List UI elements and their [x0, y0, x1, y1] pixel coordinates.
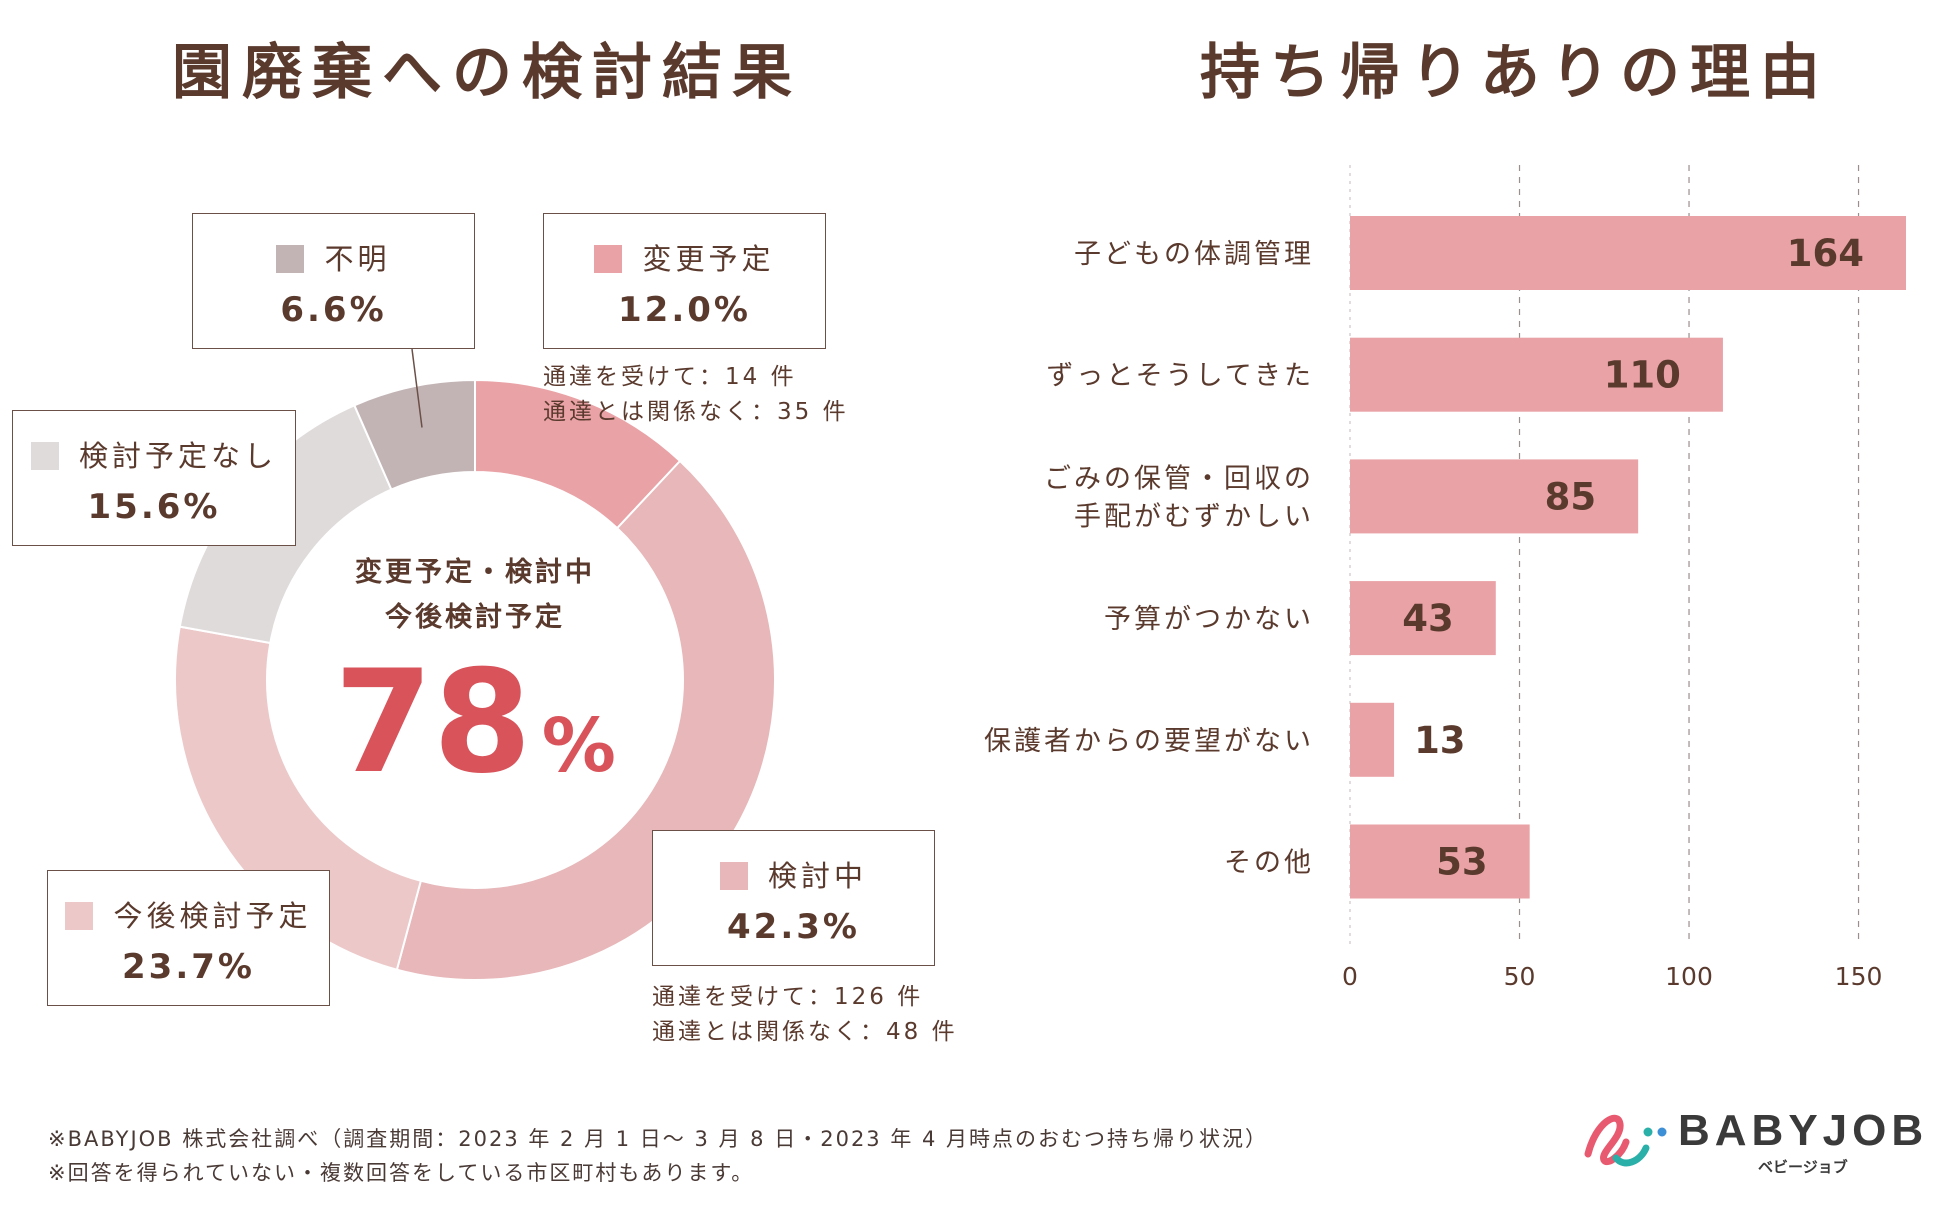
legend-swatch-future-review [65, 902, 94, 930]
legend-label-under-review: 検討中 [767, 859, 867, 893]
x-tick-label-50: 50 [1504, 962, 1536, 991]
legend-label-unknown: 不明 [324, 242, 391, 276]
legend-box-no-plan: 検討予定なし 15.6% [12, 410, 296, 546]
donut-center: 変更予定・検討中 今後検討予定 78% [325, 550, 625, 821]
donut-center-unit: % [541, 703, 616, 789]
legend-box-unknown: 不明 6.6% [192, 213, 475, 349]
legend-swatch-no-plan [30, 442, 59, 470]
bar-5 [1350, 824, 1530, 899]
footer-note-1: ※BABYJOB 株式会社調べ（調査期間：2023 年 2 月 1 日～ 3 月… [48, 1127, 1269, 1151]
legend-swatch-unknown [276, 245, 305, 273]
legend-value-future-review: 23.7% [122, 947, 255, 987]
note-under-review: 通達を受けて：126 件 通達とは関係なく：48 件 [652, 980, 958, 1050]
bar-value-label-5: 53 [1436, 841, 1488, 884]
legend-value-planned-change: 12.0% [618, 290, 751, 330]
legend-box-planned-change: 変更予定 12.0% [543, 213, 826, 349]
bar-4 [1350, 702, 1395, 777]
x-tick-label-100: 100 [1665, 962, 1713, 991]
logo-kana: ベビージョブ [1758, 1158, 1848, 1176]
donut-center-line-1: 変更予定・検討中 [355, 557, 595, 588]
bar-0 [1350, 216, 1906, 290]
category-label-3: 予算がつかない [1104, 604, 1314, 635]
bar-value-label-0: 164 [1787, 232, 1864, 275]
x-tick-label-150: 150 [1835, 962, 1883, 991]
babyjob-logo-icon [1584, 1114, 1667, 1167]
bar-1 [1350, 337, 1723, 412]
donut-chart-title: 園廃棄への検討結果 [172, 38, 802, 108]
note-planned-change-line-2: 通達とは関係なく：35 件 [543, 399, 849, 425]
legend-value-unknown: 6.6% [280, 290, 387, 330]
legend-value-under-review: 42.3% [727, 907, 860, 947]
bar-3 [1350, 581, 1496, 656]
babyjob-logo: BABYJOB ベビージョブ [1578, 1098, 1938, 1178]
category-label-2-line-0: ごみの保管・回収の [1044, 463, 1314, 494]
bar-value-label-1: 110 [1604, 354, 1681, 397]
note-planned-change-line-1: 通達を受けて：14 件 [543, 364, 797, 390]
legend-swatch-under-review [719, 862, 748, 890]
legend-value-no-plan: 15.6% [87, 487, 221, 527]
note-under-review-line-1: 通達を受けて：126 件 [652, 984, 924, 1010]
bar-value-label-4: 13 [1414, 719, 1466, 762]
bar-2 [1350, 459, 1639, 534]
donut-center-value: 78% [325, 648, 625, 821]
x-tick-label-0: 0 [1342, 962, 1358, 991]
legend-box-under-review: 検討中 42.3% [652, 830, 935, 966]
bar-chart: 0 50 100 150 164 子どもの体調管理 110 ずっとそうしてきた 85 ごみの保管・… [984, 165, 1906, 991]
bar-value-label-3: 43 [1402, 597, 1454, 640]
category-label-2-line-1: 手配がむずかしい [1074, 501, 1314, 532]
category-label-0: 子どもの体調管理 [1074, 239, 1314, 270]
category-label-4: 保護者からの要望がない [984, 726, 1314, 757]
note-under-review-line-2: 通達とは関係なく：48 件 [652, 1019, 958, 1045]
leader-line-unknown [411, 348, 423, 428]
category-label-1: ずっとそうしてきた [1046, 361, 1314, 392]
legend-label-planned-change: 変更予定 [642, 242, 775, 276]
logo-wordmark: BABYJOB [1678, 1106, 1929, 1155]
donut-slice-unknown [353, 378, 476, 491]
footer-note-2: ※回答を得られていない・複数回答をしている市区町村もあります。 [48, 1161, 755, 1185]
legend-label-no-plan: 検討予定なし [78, 439, 277, 473]
legend-swatch-planned-change [594, 245, 623, 273]
donut-center-line-2: 今後検討予定 [385, 602, 565, 633]
category-label-5: その他 [1224, 848, 1314, 879]
bar-chart-title: 持ち帰りありの理由 [1200, 38, 1830, 108]
legend-label-future-review: 今後検討予定 [113, 899, 312, 933]
note-planned-change: 通達を受けて：14 件 通達とは関係なく：35 件 [543, 360, 849, 430]
donut-center-number: 78 [334, 640, 532, 805]
legend-box-future-review: 今後検討予定 23.7% [47, 870, 330, 1006]
bar-value-label-2: 85 [1545, 475, 1597, 518]
